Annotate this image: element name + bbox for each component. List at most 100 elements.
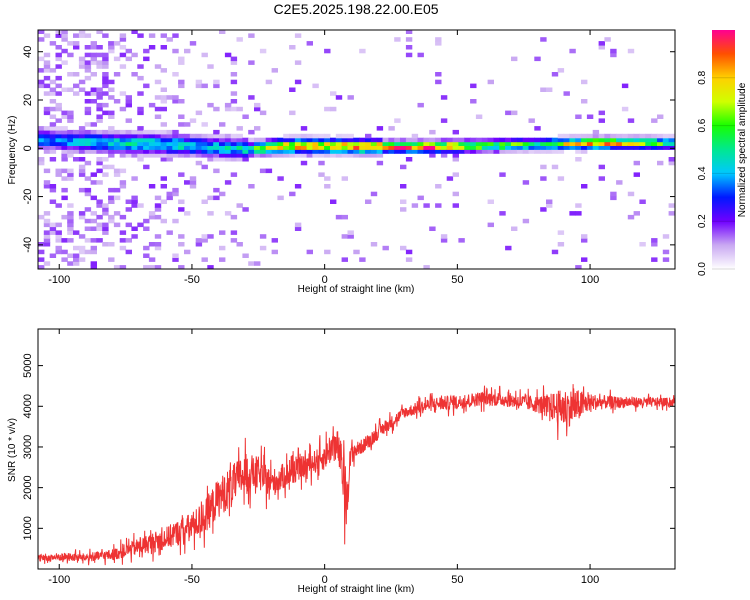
spectrogram-cell xyxy=(61,133,68,139)
spectrogram-cell xyxy=(405,52,413,58)
spectrogram-cell xyxy=(108,110,115,116)
spectrogram-cell xyxy=(119,45,127,50)
spectrogram-cell xyxy=(172,257,179,262)
spectrogram-cell xyxy=(172,153,179,158)
spectrogram-cell xyxy=(90,52,97,58)
spectrogram-cell xyxy=(300,145,308,150)
spectrogram-panel: -100 -50 0 50 100 -40 -20 0 20 40 Height of stra… xyxy=(7,29,676,295)
spectrogram-cell xyxy=(651,118,658,123)
spectrogram-cell xyxy=(230,157,238,162)
spectrogram-cell xyxy=(160,184,167,189)
spectrogram-cell xyxy=(224,149,232,154)
spectrogram-cell xyxy=(446,141,454,146)
spectrogram-cell xyxy=(365,145,372,150)
spectrogram-cell xyxy=(651,137,658,143)
spectrogram-cell xyxy=(224,180,232,185)
spectrogram-cell xyxy=(621,106,629,112)
spectrogram-cell xyxy=(61,153,68,158)
spectrogram-cell xyxy=(184,145,191,150)
spectrogram-cell xyxy=(236,153,243,158)
spectrogram-cell xyxy=(108,214,115,220)
spectrogram-cell xyxy=(178,141,185,146)
spectrogram-cell xyxy=(400,184,407,189)
spectrogram-cell xyxy=(610,52,617,58)
spectrogram-cell xyxy=(242,157,249,162)
spectrogram-cell xyxy=(49,141,57,146)
spectrogram-cell xyxy=(67,129,74,135)
spectrogram-cell xyxy=(429,153,436,158)
spectrogram-cell xyxy=(359,257,366,262)
spectrogram-cell xyxy=(540,149,547,154)
spectrogram-cell xyxy=(242,253,249,258)
spectrogram-cell xyxy=(294,60,302,65)
spectrogram-cell xyxy=(592,137,600,143)
spectrogram-cell xyxy=(96,160,103,166)
spectrogram-cell xyxy=(189,145,197,150)
spectrogram-cell xyxy=(108,137,115,143)
spectrogram-cell xyxy=(581,238,588,243)
spectrogram-cell xyxy=(318,141,325,146)
spectrogram-cell xyxy=(540,145,547,150)
spectrogram-cell xyxy=(55,45,62,50)
spectrogram-cell xyxy=(639,242,646,247)
spectrogram-cell xyxy=(511,56,518,62)
spectrogram-cell xyxy=(300,126,308,131)
spectrogram-cell xyxy=(505,245,512,251)
spectrogram-cell xyxy=(522,137,530,143)
spectrogram-cell xyxy=(546,87,553,92)
spectrogram-cell xyxy=(154,79,162,85)
spectrogram-cell xyxy=(347,145,354,150)
colorbar-tick-label: 0.6 xyxy=(697,118,708,132)
spectrogram-cell xyxy=(96,168,103,174)
spectrogram-cell xyxy=(213,168,220,174)
spectrogram-cell xyxy=(131,145,138,150)
spectrogram-cell xyxy=(610,191,617,197)
spectrogram-cell xyxy=(230,106,238,112)
spectrogram-cell xyxy=(440,153,448,158)
spectrogram-cell xyxy=(248,261,255,266)
spectrogram-cell xyxy=(184,133,191,139)
spectrogram-cell xyxy=(84,191,92,197)
spectrogram-cell xyxy=(67,222,74,228)
spectrogram-cell xyxy=(411,141,419,146)
spectrogram-cell xyxy=(236,141,243,146)
spectrogram-cell xyxy=(306,153,313,158)
spectrogram-cell xyxy=(207,145,214,150)
spectrogram-cell xyxy=(67,214,74,220)
spectrogram-cell xyxy=(102,230,109,235)
spectrogram-cell xyxy=(248,149,255,154)
spectrogram-cell xyxy=(224,145,232,150)
spectrogram-cell xyxy=(67,110,74,116)
spectrogram-cell xyxy=(341,234,348,239)
spectrogram-cell xyxy=(207,265,214,269)
spectrogram-cell xyxy=(113,41,121,46)
spectrogram-cell xyxy=(277,141,284,146)
spectrogram-cell xyxy=(440,234,448,239)
spectrogram-cell xyxy=(148,153,156,158)
spectrogram-cell xyxy=(598,118,605,123)
spectrogram-cell xyxy=(108,79,115,85)
spectrogram-cell xyxy=(458,137,465,143)
spectrogram-cell xyxy=(49,126,57,131)
spectrogram-cell xyxy=(265,168,273,174)
spectrogram-cell xyxy=(184,141,191,146)
spectrogram-cell xyxy=(621,137,629,143)
spectrogram-cell xyxy=(102,137,109,143)
spectrogram-cell xyxy=(452,145,459,150)
spectrogram-cell xyxy=(201,137,208,143)
spectrogram-cell xyxy=(330,137,337,143)
spectrogram-cell xyxy=(61,187,68,193)
spectrogram-cell xyxy=(470,141,477,146)
spectrogram-cell xyxy=(405,257,413,262)
spectrogram-cell xyxy=(148,257,156,262)
spectrogram-cell xyxy=(178,242,185,247)
spectrogram-cell xyxy=(581,141,588,146)
spectrogram-cell xyxy=(219,257,226,262)
spectrogram-cell xyxy=(189,137,197,143)
spectrogram-cell xyxy=(254,153,261,158)
spectrogram-cell xyxy=(184,149,191,154)
spectrogram-cell xyxy=(616,137,623,143)
spectrogram-cell xyxy=(254,141,261,146)
spectrogram-cell xyxy=(102,203,109,208)
spectrogram-cell xyxy=(67,253,74,258)
